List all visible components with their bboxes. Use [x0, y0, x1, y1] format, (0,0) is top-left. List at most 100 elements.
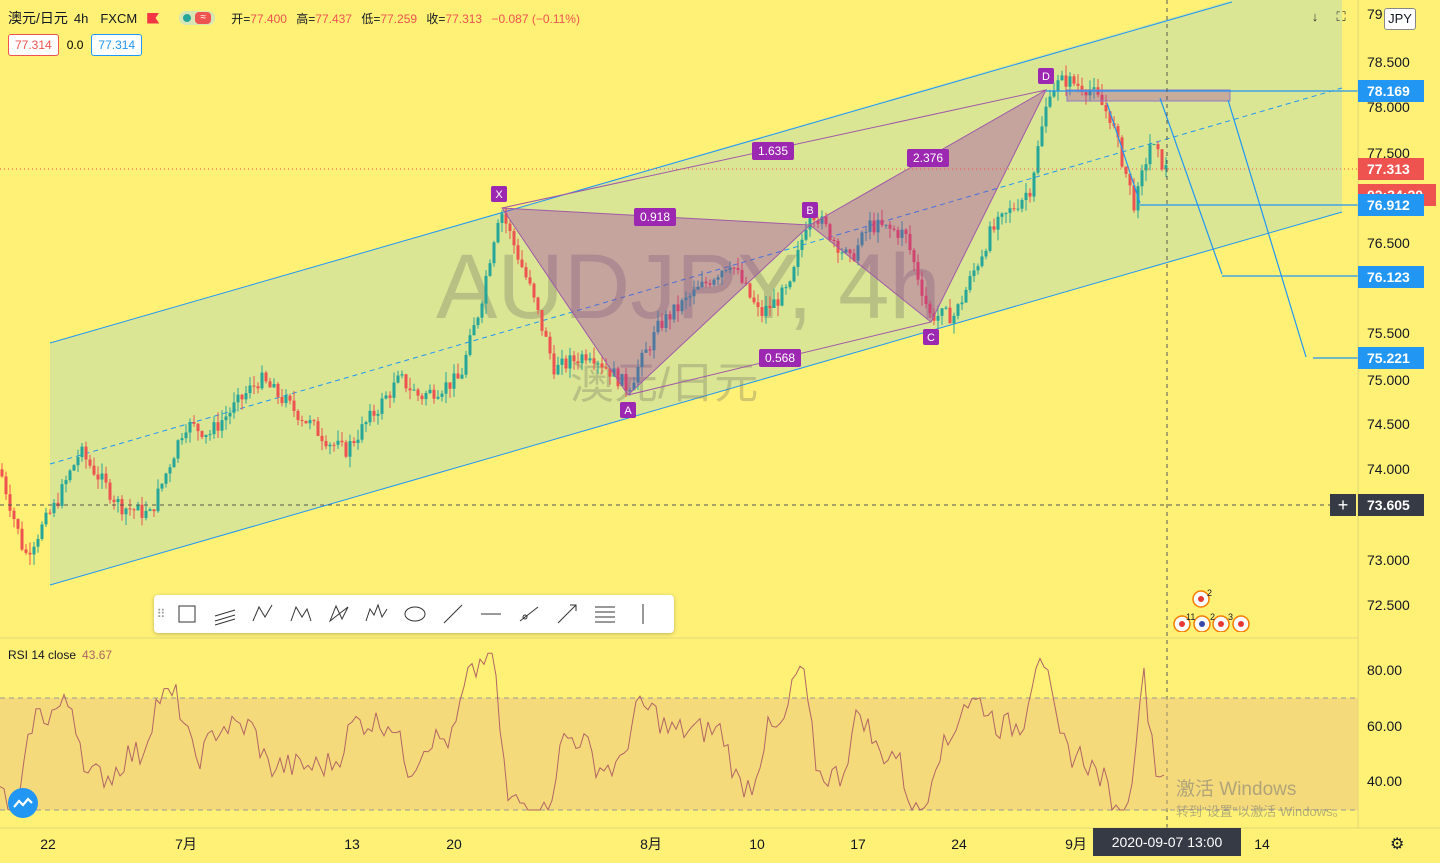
candle-body [0, 469, 4, 477]
rectangle-tool[interactable] [168, 595, 206, 633]
candle-body [560, 358, 564, 365]
ray-icon [519, 606, 539, 622]
candle-body [604, 367, 608, 369]
candle-body [1052, 90, 1056, 97]
price-axis[interactable] [1358, 0, 1440, 828]
settings-gear-icon[interactable]: ⚙ [1390, 836, 1405, 853]
pattern-tool[interactable] [244, 595, 282, 633]
candle-body [116, 499, 120, 503]
rsi-tick-label: 80.00 [1367, 662, 1402, 678]
drawing-toolbar[interactable]: ⠿ [154, 595, 674, 633]
price-label-box[interactable] [1358, 266, 1424, 288]
candle-body [16, 519, 20, 529]
candle-body [888, 224, 892, 229]
price-label-box[interactable] [1358, 194, 1424, 216]
price-label-box[interactable] [1358, 80, 1424, 102]
target-zone-rect[interactable] [1066, 89, 1231, 102]
candle-body [412, 389, 416, 391]
candle-body [4, 476, 8, 495]
tradingview-logo-icon[interactable] [8, 788, 38, 818]
scale-arrow-icon[interactable]: ↓ [1311, 9, 1319, 24]
candle-body [964, 289, 968, 303]
trendline-tool[interactable] [434, 595, 472, 633]
candle-body [444, 382, 448, 394]
vertical-line-tool[interactable] [624, 595, 662, 633]
price-label-box[interactable] [1358, 158, 1424, 180]
candle-body [1132, 185, 1136, 211]
candle-body [1164, 165, 1168, 170]
interval[interactable]: 4h [73, 10, 89, 26]
currency-button[interactable]: JPY [1384, 8, 1416, 30]
event-count: 2 [1210, 612, 1215, 622]
candle-body [236, 394, 240, 403]
candle-body [44, 512, 48, 525]
channel-tool[interactable] [206, 595, 244, 633]
candle-body [1044, 106, 1048, 127]
candle-body [56, 502, 60, 506]
maximize-icon[interactable]: ⛶ [1336, 9, 1346, 24]
candle-body [72, 465, 76, 471]
projection-arrow[interactable] [1227, 99, 1307, 358]
drag-handle-icon[interactable]: ⠿ [156, 607, 166, 621]
candle-body [632, 382, 636, 391]
candle-body [536, 297, 540, 311]
wave-icon: ≈ [195, 12, 212, 24]
ellipse-tool[interactable] [396, 595, 434, 633]
candle-body [32, 546, 36, 555]
arrow-icon [557, 604, 577, 624]
flag-icon[interactable] [147, 12, 160, 24]
candle-body [872, 220, 876, 233]
market-status-pill[interactable]: ≈ [179, 11, 216, 25]
crosshair-plus-button[interactable] [1330, 494, 1356, 516]
candle-body [1040, 126, 1044, 147]
candle-body [756, 302, 760, 308]
candle-body [260, 372, 264, 389]
price-tick-label: 76.500 [1367, 235, 1410, 251]
rectangle-icon [178, 605, 196, 623]
price-label-box[interactable] [1358, 347, 1424, 369]
candle-body [512, 231, 516, 246]
abcd-tool[interactable] [320, 595, 358, 633]
pattern-ratio-label: 1.635 [758, 144, 788, 158]
candle-body [820, 216, 824, 224]
candle-body [268, 381, 272, 388]
projection-arrow[interactable] [1106, 102, 1141, 204]
candle-body [192, 422, 196, 424]
rsi-legend[interactable]: RSI 14 close 43.67 [8, 648, 112, 662]
candle-body [804, 229, 808, 240]
xabcd-tool[interactable] [282, 595, 320, 633]
elliott-tool[interactable] [358, 595, 396, 633]
economic-events[interactable]: 11 2 2 3 [1170, 586, 1254, 633]
candle-body [704, 281, 708, 284]
arrow-tool[interactable] [548, 595, 586, 633]
candle-body [396, 375, 400, 383]
sell-price-box[interactable]: 77.314 [8, 34, 59, 56]
fib-icon [595, 606, 615, 623]
projection-arrow[interactable] [1159, 97, 1223, 275]
candle-body [952, 315, 956, 324]
change-value: −0.087 (−0.11%) [491, 11, 580, 26]
channel-fill [50, 0, 1342, 585]
horizontal-line-tool[interactable] [472, 595, 510, 633]
candle-body [280, 396, 284, 404]
candle-body [424, 393, 428, 400]
candle-body [672, 304, 676, 320]
symbol-header: 澳元/日元 4h FXCM ≈ 开=77.400 高=77.437 低=77.2… [8, 8, 586, 28]
pattern-ratio-label: 0.568 [765, 351, 795, 365]
symbol-name[interactable]: 澳元/日元 [8, 10, 68, 26]
candle-body [636, 367, 640, 383]
candle-body [808, 212, 812, 230]
candle-body [732, 267, 736, 269]
candle-body [352, 441, 356, 444]
fib-tool[interactable] [586, 595, 624, 633]
candle-body [700, 281, 704, 287]
ray-tool[interactable] [510, 595, 548, 633]
price-label-box[interactable] [1358, 494, 1424, 516]
candle-body [1020, 200, 1024, 209]
candle-body [332, 444, 336, 446]
candle-body [792, 267, 796, 282]
buy-price-box[interactable]: 77.314 [91, 34, 143, 56]
price-tick-label: 74.000 [1367, 461, 1410, 477]
